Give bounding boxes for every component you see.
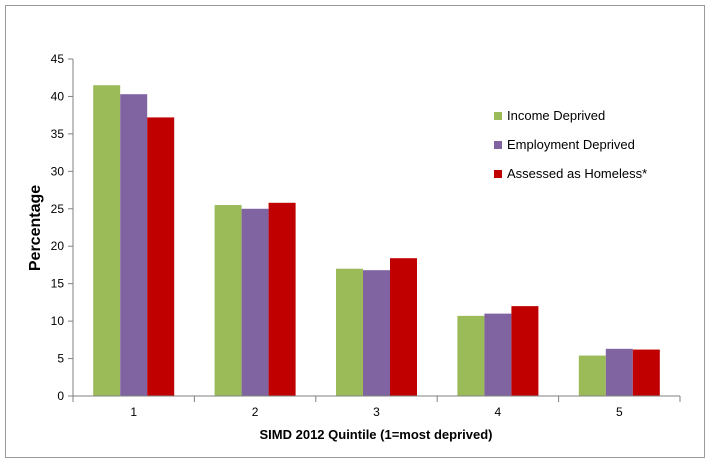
x-axis-ticks: 1 2 3 4 5 bbox=[72, 396, 681, 419]
bars bbox=[93, 85, 660, 396]
legend-swatch bbox=[494, 141, 502, 149]
bar bbox=[578, 355, 606, 396]
bar bbox=[120, 94, 148, 396]
legend-swatch bbox=[494, 112, 502, 120]
bar bbox=[214, 205, 242, 396]
bar bbox=[484, 313, 512, 396]
legend-label: Assessed as Homeless* bbox=[507, 166, 647, 181]
legend-swatch bbox=[494, 170, 502, 178]
y-tick-label: 45 bbox=[51, 52, 65, 66]
bar bbox=[390, 258, 417, 396]
bar bbox=[605, 348, 633, 396]
y-tick-label: 30 bbox=[51, 164, 65, 178]
bar bbox=[241, 208, 269, 396]
bar bbox=[363, 270, 390, 396]
y-axis-ticks: 0 5 10 15 20 25 30 35 40 45 bbox=[51, 52, 73, 403]
y-tick-label: 40 bbox=[51, 89, 65, 103]
x-axis-title: SIMD 2012 Quintile (1=most deprived) bbox=[260, 427, 493, 442]
bar bbox=[147, 117, 175, 396]
legend: Income Deprived Employment Deprived Assess… bbox=[494, 108, 647, 181]
legend-label: Income Deprived bbox=[507, 108, 605, 123]
x-category-label: 4 bbox=[495, 405, 502, 419]
x-category-label: 1 bbox=[130, 405, 137, 419]
y-tick-label: 15 bbox=[51, 277, 65, 291]
bar bbox=[268, 202, 296, 396]
bar bbox=[336, 268, 363, 396]
bar bbox=[457, 315, 485, 396]
x-category-label: 2 bbox=[252, 405, 259, 419]
y-tick-label: 10 bbox=[51, 314, 65, 328]
legend-label: Employment Deprived bbox=[507, 137, 635, 152]
bar bbox=[93, 85, 121, 396]
y-axis-title: Percentage bbox=[27, 185, 44, 271]
bar bbox=[632, 349, 660, 396]
y-tick-label: 20 bbox=[51, 239, 65, 253]
bar bbox=[511, 306, 539, 396]
x-category-label: 5 bbox=[616, 405, 623, 419]
y-tick-label: 25 bbox=[51, 202, 65, 216]
x-category-label: 3 bbox=[373, 405, 380, 419]
y-tick-label: 0 bbox=[57, 389, 64, 403]
y-tick-label: 35 bbox=[51, 127, 65, 141]
y-tick-label: 5 bbox=[57, 352, 64, 366]
